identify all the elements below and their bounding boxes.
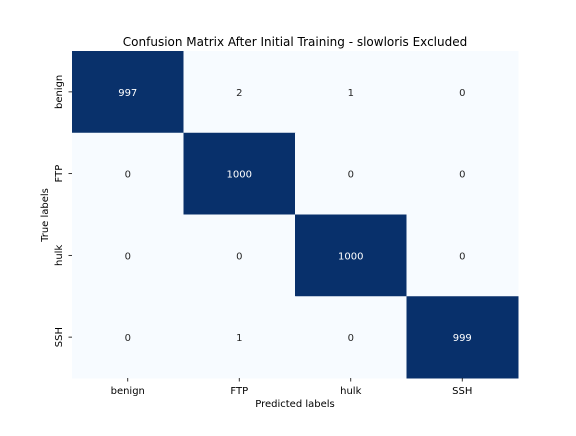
y-axis-label: True labels xyxy=(40,188,51,243)
y-tick-label: hulk xyxy=(54,245,65,266)
heatmap-cell-value: 1 xyxy=(348,88,354,99)
x-tick-label: SSH xyxy=(452,386,472,397)
heatmap-cell-value: 997 xyxy=(118,88,137,99)
x-tick-label: hulk xyxy=(340,386,361,397)
x-tick-label: FTP xyxy=(230,386,248,397)
y-tick-label: FTP xyxy=(54,165,65,183)
y-axis-ticks: benign FTP hulk SSH xyxy=(54,75,72,348)
heatmap-cell-value: 1 xyxy=(236,333,242,344)
heatmap-cell-value: 0 xyxy=(125,251,131,262)
heatmap-cell-value: 0 xyxy=(236,251,242,262)
x-axis-label: Predicted labels xyxy=(255,399,335,410)
chart-title: Confusion Matrix After Initial Training … xyxy=(123,35,467,49)
heatmap-cell-value: 0 xyxy=(125,333,131,344)
y-tick-label: benign xyxy=(54,75,65,109)
heatmap-cell-value: 0 xyxy=(459,170,465,181)
x-axis-ticks: benign FTP hulk SSH xyxy=(111,378,473,397)
heatmap-cell-value: 999 xyxy=(453,333,472,344)
x-tick-label: benign xyxy=(111,386,145,397)
heatmap-cells xyxy=(72,51,519,379)
heatmap-cell-value: 0 xyxy=(348,170,354,181)
heatmap-cell-value: 1000 xyxy=(338,251,363,262)
heatmap-cell-value: 0 xyxy=(459,88,465,99)
heatmap-cell-value: 2 xyxy=(236,88,242,99)
heatmap-cell-value: 0 xyxy=(459,251,465,262)
y-tick-label: SSH xyxy=(54,327,65,347)
heatmap-cell-value: 0 xyxy=(125,170,131,181)
heatmap-cell-value: 0 xyxy=(348,333,354,344)
heatmap-cell-value: 1000 xyxy=(227,170,252,181)
